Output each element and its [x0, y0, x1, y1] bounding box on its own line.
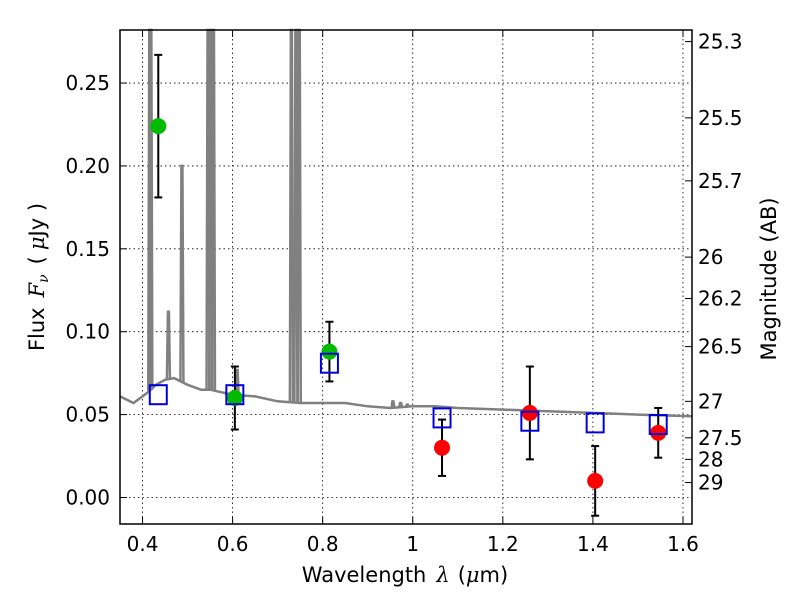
- observed-flux-point: [321, 343, 338, 360]
- y2-tick-label: 26.5: [698, 335, 743, 359]
- y2-tick-label: 25.3: [698, 30, 743, 54]
- observed-flux-point: [587, 472, 604, 489]
- y-tick-label: 0.10: [65, 320, 110, 344]
- x-tick-label: 0.8: [307, 532, 339, 556]
- y-tick-label: 0.05: [65, 403, 110, 427]
- model-photometry-square: [319, 352, 339, 374]
- y2-axis-label: Magnitude (AB): [757, 197, 781, 360]
- x-tick-label: 0.4: [127, 532, 159, 556]
- y-tick-label: 0.00: [65, 485, 110, 509]
- y2-tick-label: 29: [698, 471, 723, 495]
- y2-tick-label: 28: [698, 447, 723, 471]
- model-photometry-square: [148, 384, 168, 406]
- y2-tick-label: 27: [698, 389, 723, 413]
- y2-tick-label: 25.5: [698, 106, 743, 130]
- spectrum-emission-line: [288, 28, 295, 403]
- observed-flux-point: [650, 424, 667, 441]
- model-photometry-square: [432, 407, 452, 429]
- model-photometry-square: [648, 414, 668, 436]
- observed-flux-point: [226, 390, 243, 407]
- spectrum-emission-line: [234, 368, 240, 396]
- spectrum-emission-line: [179, 164, 185, 382]
- model-photometry-square: [585, 412, 605, 434]
- model-spectrum-layer: [119, 28, 693, 418]
- x-tick-label: 1: [406, 532, 419, 556]
- y-axis-label: FluxFν(μJy ): [25, 203, 52, 351]
- y2-tick-label: 26: [698, 245, 723, 269]
- plot-frame: [119, 29, 693, 525]
- y-tick-label: 0.20: [65, 154, 110, 178]
- y-tick-label: 0.15: [65, 237, 110, 261]
- model-photometry-square: [520, 410, 540, 432]
- ticks-layer: 0.4 0.6 0.8 1 1.2 1.4 1.6 0.00 0.05 0.10 0.15 0.20 0…: [65, 30, 742, 556]
- x-tick-label: 1.6: [667, 532, 699, 556]
- spectrum-emission-line: [390, 400, 396, 408]
- spectrum-emission-line: [165, 310, 172, 380]
- x-tick-label: 1.4: [577, 532, 609, 556]
- spectrum-emission-line: [296, 28, 303, 403]
- y2-tick-label: 25.7: [698, 169, 743, 193]
- spectrum-continuum: [119, 376, 693, 418]
- observed-flux-point: [434, 439, 451, 456]
- observed-flux-point: [521, 404, 538, 421]
- y2-tick-label: 27.5: [698, 426, 743, 450]
- observed-flux-point: [150, 118, 167, 135]
- x-tick-label: 1.2: [487, 532, 519, 556]
- y2-tick-label: 26.2: [698, 287, 743, 311]
- spectrum-emission-line: [397, 401, 404, 408]
- x-tick-label: 0.6: [217, 532, 249, 556]
- model-photometry-square: [225, 384, 245, 406]
- spectrum-emission-line: [210, 28, 217, 391]
- data-points-layer: [148, 53, 668, 517]
- x-axis-label: Wavelength λ (μm): [302, 563, 508, 587]
- y-tick-label: 0.25: [65, 71, 110, 95]
- spectrum-emission-line: [404, 403, 410, 408]
